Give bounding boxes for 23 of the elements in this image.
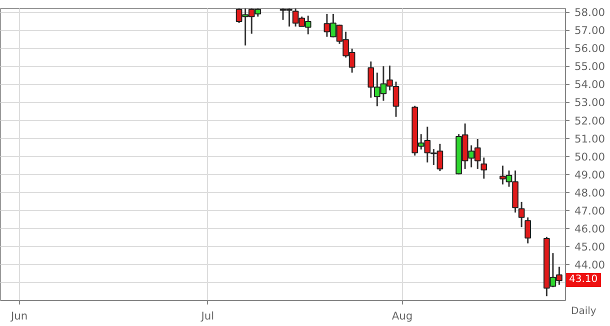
x-tick-label: Aug — [392, 310, 413, 322]
y-tick-label: 45.00 — [574, 240, 606, 254]
annotation: 43.10 — [566, 273, 601, 288]
x-tick-label: Jun — [10, 310, 28, 322]
y-tick-label: 47.00 — [574, 204, 606, 218]
y-tick-label: 48.00 — [574, 186, 606, 200]
y-tick-label: 56.00 — [574, 42, 606, 56]
candlestick — [518, 201, 525, 228]
y-tick-label: 51.00 — [574, 132, 606, 146]
y-tick-label: 52.00 — [574, 114, 606, 128]
y-tick-label: 54.00 — [574, 78, 606, 92]
y-tick-label: 50.00 — [574, 150, 606, 164]
candlestick — [480, 156, 488, 180]
y-tick-label: 57.00 — [574, 24, 606, 38]
y-tick-label: 53.00 — [574, 96, 606, 110]
candlestick — [524, 216, 531, 244]
y-tick-label: 46.00 — [574, 222, 606, 236]
y-tick-label: 58.00 — [574, 6, 606, 20]
x-tick-label: Jul — [200, 310, 214, 322]
y-tick-label: 49.00 — [574, 168, 606, 182]
y-tick-label: 55.00 — [574, 60, 606, 74]
y-tick-label: 44.00 — [574, 258, 606, 272]
text: Daily — [571, 306, 596, 318]
